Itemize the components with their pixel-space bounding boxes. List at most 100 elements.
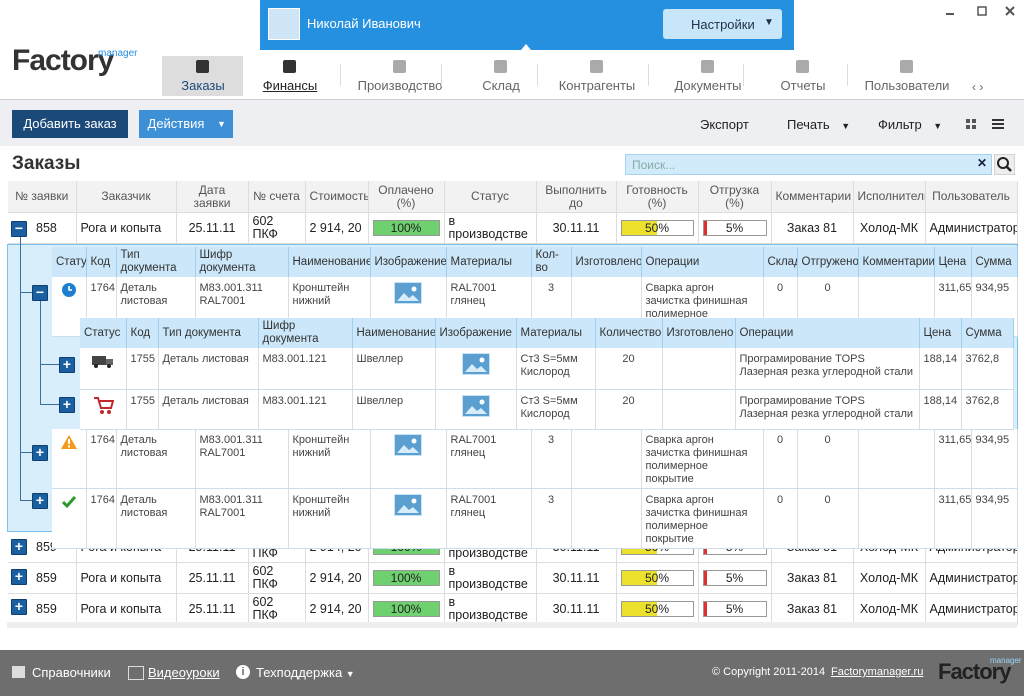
expand-button[interactable]: − [11, 221, 27, 237]
avatar[interactable] [268, 8, 300, 40]
progress-label: 5% [725, 602, 744, 616]
nav-divider [441, 64, 442, 86]
search-clear[interactable]: ✕ [977, 156, 988, 170]
column-header: Отгружено [797, 247, 859, 277]
progress-cell: 50% [616, 593, 699, 625]
cell: 30.11.11 [536, 562, 617, 594]
thumbnail[interactable] [393, 433, 423, 457]
expand-button[interactable]: + [32, 445, 48, 461]
nav-item[interactable]: Финансы [262, 78, 318, 93]
progress-label: 100% [390, 602, 422, 616]
row[interactable]: 858 Рога и копыта 25.11.11 602 ПКФ 2 914, 20… [8, 212, 1018, 244]
progress-bar: 100% [372, 220, 440, 236]
close[interactable] [1005, 6, 1015, 16]
refs-link[interactable]: Справочники [32, 665, 111, 680]
thumbnail[interactable] [460, 352, 491, 376]
row[interactable]: 1764 Деталь листовая М83.001.311 RAL7001 Кр… [52, 429, 1018, 489]
image-cell [370, 488, 447, 549]
user-name[interactable]: Николай Иванович [307, 16, 421, 31]
search-button[interactable] [994, 154, 1015, 175]
expand-button[interactable]: + [59, 397, 75, 413]
expand-button[interactable]: + [11, 569, 27, 585]
nav-item[interactable]: Склад [482, 78, 520, 93]
tree-line [40, 364, 60, 365]
settings-label: Настройки [691, 17, 755, 32]
progress-fill [373, 221, 439, 235]
actions-button[interactable]: Действия ▼ [139, 110, 233, 138]
search-input[interactable]: Поиск... ✕ [625, 154, 992, 175]
nav-scroll[interactable]: ‹ › [972, 80, 984, 94]
support-menu[interactable]: Техподдержка ▼ [256, 665, 355, 680]
row[interactable]: 1755 Деталь листовая М83.001.121 Швеллер Ст3… [80, 389, 1014, 430]
cell: в производстве [444, 562, 537, 594]
nav-item[interactable]: Заказы [181, 78, 225, 93]
progress-label: 100% [390, 221, 422, 235]
column-header: Наименование [352, 318, 436, 348]
nav-divider [743, 64, 744, 86]
grid-view[interactable] [966, 119, 976, 129]
progress-cell: 5% [698, 212, 772, 244]
cell: Кронштейн нижний [288, 429, 371, 489]
nav-item[interactable]: Документы [674, 78, 742, 93]
nav-item[interactable]: Производство [357, 78, 443, 93]
expand-button[interactable]: − [32, 285, 48, 301]
column-header: Комментарии [858, 247, 935, 277]
thumbnail[interactable] [460, 393, 491, 418]
column-header: Готовность (%) [616, 181, 699, 213]
header-row: № заявки Заказчик Дата заявки № счета Стоимо… [8, 181, 1018, 213]
status-cell [52, 488, 87, 549]
dropdown-arrow: ▼ [933, 121, 943, 131]
progress-cell: 100% [368, 562, 445, 594]
progress-bar: 100% [372, 570, 440, 586]
list-view[interactable] [992, 119, 1004, 129]
image-cell [370, 429, 447, 489]
status-icon [61, 283, 76, 297]
filter-button[interactable]: Фильтр ▼ [878, 117, 942, 132]
column-header: Заказчик [76, 181, 177, 213]
window-controls [946, 6, 1015, 16]
progress-fill [373, 602, 439, 616]
nav-item[interactable]: Контрагенты [558, 78, 636, 93]
actions-label: Действия [147, 116, 205, 131]
column-header: Операции [641, 247, 764, 277]
nav-icon [590, 60, 603, 73]
add-order-button[interactable]: Добавить заказ [12, 110, 128, 138]
expand-button[interactable]: + [59, 357, 75, 373]
progress-bar: 50% [620, 220, 694, 236]
print-button[interactable]: Печать ▼ [787, 117, 850, 132]
tree-line [20, 292, 34, 293]
cell: 1755 [126, 389, 159, 430]
expand-button[interactable]: + [11, 599, 27, 615]
videos-link[interactable]: Видеоуроки [148, 665, 220, 680]
thumbnail[interactable] [393, 281, 423, 305]
thumbnail[interactable] [393, 493, 423, 517]
expand-button[interactable]: + [32, 493, 48, 509]
tree-line [40, 300, 41, 404]
column-header: Стоимость [305, 181, 369, 213]
image-cell [435, 389, 517, 430]
site-link[interactable]: Factorymanager.ru [831, 666, 924, 678]
settings-button[interactable]: Настройки ▼ [663, 9, 782, 39]
cell: 188,14 [919, 389, 962, 430]
empty-cell [571, 429, 642, 489]
status-cell [80, 348, 127, 390]
restore[interactable] [977, 6, 987, 16]
cell: Холод-МК [853, 562, 926, 594]
cell: Швеллер [352, 389, 436, 430]
cell: М83.001.311 RAL7001 [195, 429, 289, 489]
cell: 934,95 [971, 429, 1018, 489]
row[interactable]: 1755 Деталь листовая М83.001.121 Швеллер Ст3… [80, 348, 1014, 390]
dropdown-arrow: ▼ [345, 669, 355, 679]
expand-button[interactable]: + [11, 539, 27, 555]
progress-label: 50% [644, 602, 670, 616]
export-button[interactable]: Экспорт [700, 117, 749, 132]
progress-fill [621, 602, 657, 616]
nav-item[interactable]: Пользователи [864, 78, 950, 93]
cell: 2 914, 20 [305, 562, 369, 594]
row[interactable]: 1764 Деталь листовая М83.001.311 RAL7001 Кр… [52, 488, 1018, 549]
progress-bar: 50% [620, 601, 694, 617]
nav-item[interactable]: Отчеты [780, 78, 826, 93]
